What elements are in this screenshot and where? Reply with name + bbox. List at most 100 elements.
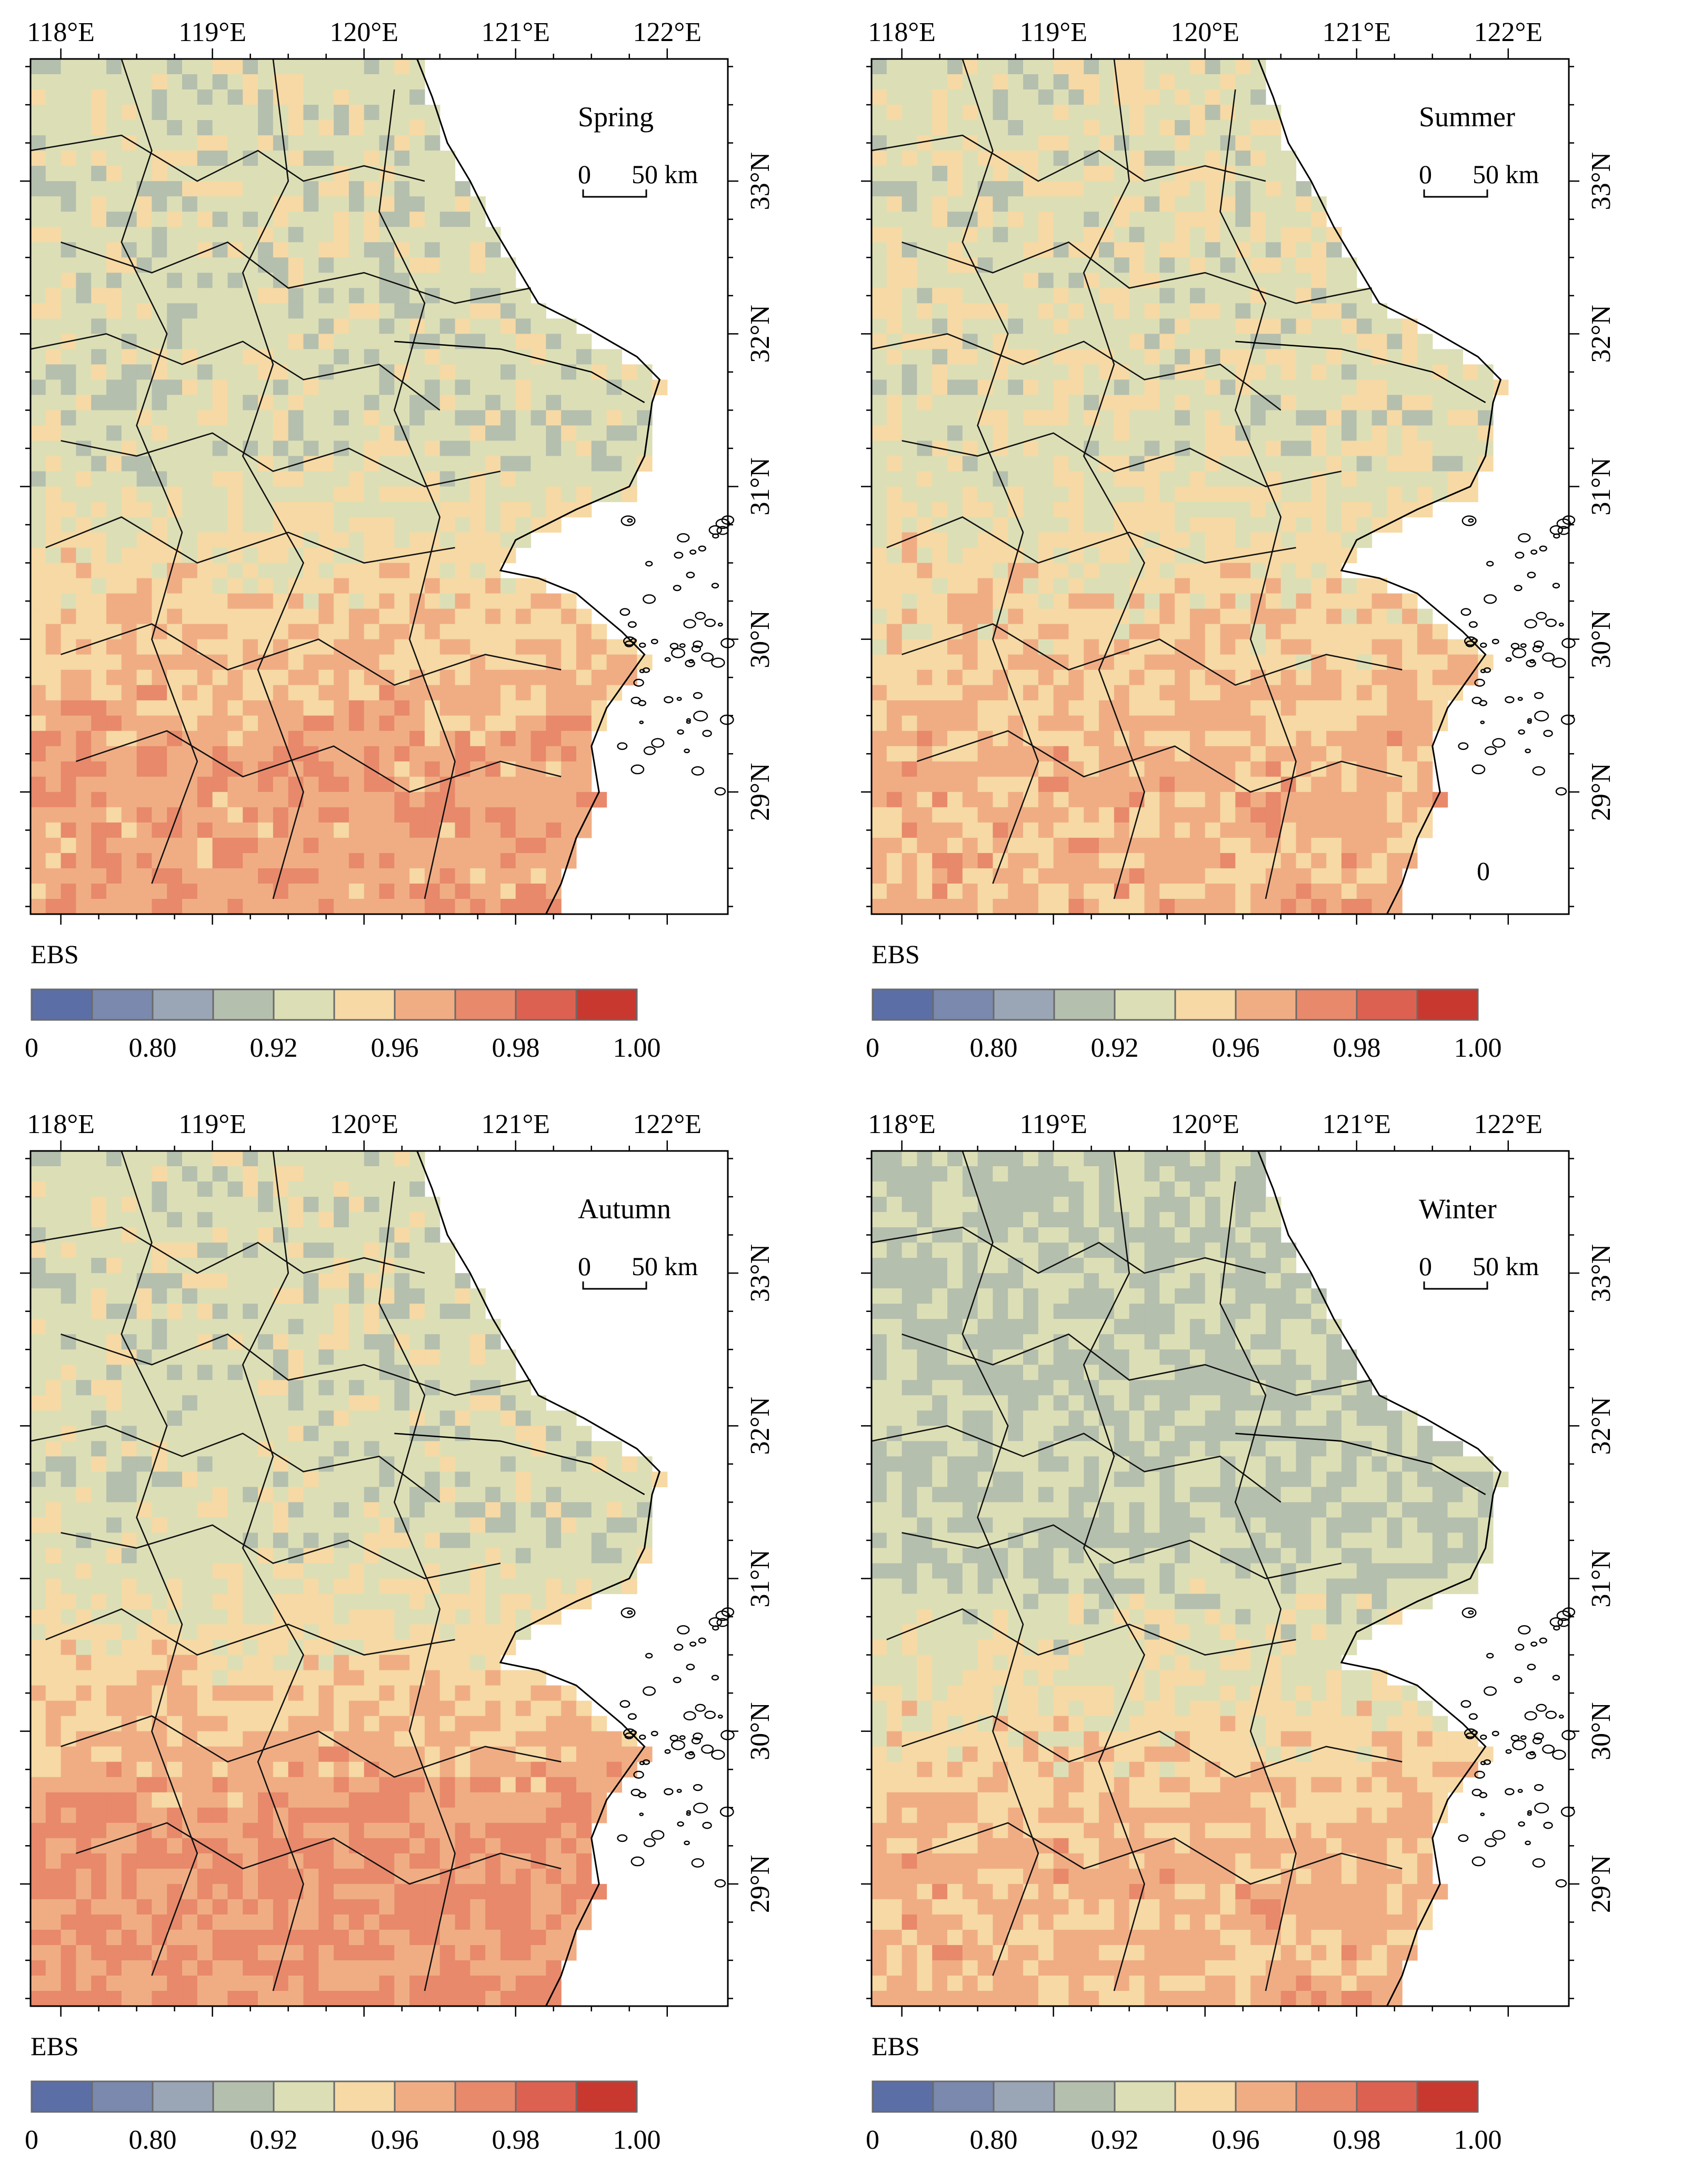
ebs-cell (303, 425, 319, 442)
ebs-cell (1144, 59, 1160, 75)
ebs-cell (902, 822, 918, 838)
ebs-cell (61, 1181, 77, 1197)
ebs-cell (318, 196, 334, 212)
ebs-cell (1311, 792, 1327, 808)
ebs-cell (152, 883, 167, 899)
ebs-cell (106, 792, 122, 808)
ebs-cell (409, 410, 425, 426)
ebs-cell (334, 807, 349, 823)
ebs-cell (348, 578, 365, 594)
lon-tick-label: 120°E (1170, 17, 1239, 47)
ebs-cell (886, 89, 903, 105)
ebs-cell (61, 502, 77, 518)
ebs-cell (1175, 181, 1190, 197)
ebs-cell (1280, 181, 1297, 197)
ebs-cell (379, 807, 395, 823)
ebs-cell (182, 273, 198, 288)
ebs-cell (76, 1258, 92, 1274)
ebs-cell (409, 89, 425, 105)
ebs-cell (273, 1395, 289, 1411)
ebs-cell (243, 517, 258, 533)
ebs-cell (917, 273, 933, 288)
ebs-cell (1099, 685, 1115, 701)
ebs-cell (561, 761, 577, 777)
ebs-cell (1341, 303, 1357, 319)
ebs-cell (576, 1426, 592, 1441)
ebs-cell (1205, 730, 1221, 747)
ebs-cell (917, 853, 933, 869)
ebs-cell (530, 654, 546, 670)
ebs-cell (1189, 746, 1206, 762)
ebs-cell (1038, 898, 1054, 914)
ebs-cell (31, 410, 46, 426)
ebs-cell (1099, 837, 1115, 854)
ebs-cell (91, 624, 107, 640)
ebs-cell (258, 608, 274, 625)
ebs-cell (1084, 822, 1099, 838)
ebs-cell (424, 807, 440, 823)
ebs-cell (872, 379, 887, 395)
ebs-cell (977, 89, 994, 105)
ebs-cell (1129, 196, 1145, 212)
ebs-cell (182, 334, 198, 349)
ebs-cell (902, 807, 918, 823)
ebs-cell (485, 257, 501, 273)
ebs-cell (273, 181, 289, 197)
ebs-cell (1326, 257, 1342, 273)
lon-tick-label: 122°E (633, 17, 702, 47)
ebs-cell (1175, 334, 1190, 349)
ebs-cell (1189, 853, 1206, 869)
ebs-cell (962, 639, 978, 655)
ebs-cell (182, 196, 198, 212)
ebs-cell (243, 883, 258, 899)
ebs-cell (1008, 196, 1024, 212)
ebs-cell (364, 517, 380, 533)
ebs-cell (258, 776, 274, 793)
ebs-cell (1235, 532, 1251, 548)
ebs-cell (258, 685, 274, 701)
ebs-cell (977, 364, 994, 380)
ebs-cell (273, 318, 289, 334)
ebs-cell (1326, 303, 1342, 319)
legend-swatch (1174, 988, 1237, 1021)
ebs-cell (1038, 593, 1054, 609)
ebs-cell (1068, 639, 1084, 655)
ebs-cell (1356, 639, 1373, 655)
ebs-cell (1250, 700, 1266, 716)
ebs-cell (576, 685, 592, 701)
ebs-cell (1326, 898, 1342, 914)
ebs-cell (45, 761, 62, 777)
ebs-cell (872, 822, 887, 838)
ebs-cell (947, 456, 963, 472)
ebs-cell (1265, 761, 1281, 777)
ebs-cell (409, 746, 425, 762)
ebs-cell (31, 486, 46, 503)
ebs-cell (288, 1380, 304, 1396)
ebs-cell (76, 776, 92, 793)
ebs-cell (962, 502, 978, 518)
ebs-cell (212, 59, 228, 75)
ebs-cell (1417, 440, 1433, 457)
ebs-cell (167, 1441, 183, 1457)
ebs-cell (1053, 532, 1069, 548)
ebs-cell (1144, 730, 1160, 747)
ebs-cell (1099, 822, 1115, 838)
ebs-cell (136, 1319, 153, 1335)
ebs-cell (76, 303, 92, 319)
ebs-cell (394, 59, 410, 75)
ebs-cell (1205, 685, 1221, 701)
ebs-cell (273, 89, 289, 105)
ebs-cell (1038, 624, 1054, 640)
ebs-cell (61, 1441, 77, 1457)
ebs-cell (1084, 898, 1099, 914)
ebs-cell (1387, 837, 1403, 854)
ebs-cell (439, 853, 456, 869)
ebs-cell (76, 1487, 92, 1503)
ebs-cell (886, 669, 903, 686)
ebs-cell (303, 471, 319, 487)
ebs-cell (318, 593, 334, 609)
ebs-cell (455, 486, 470, 503)
ebs-cell (167, 1365, 183, 1380)
ebs-cell (1341, 730, 1357, 747)
ebs-cell (45, 1441, 62, 1457)
